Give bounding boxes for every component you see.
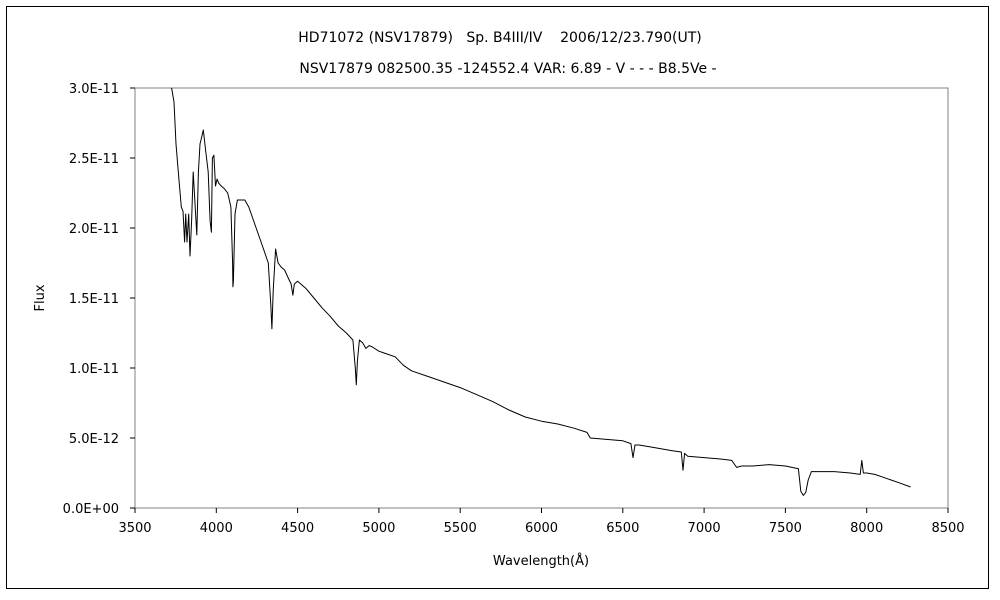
chart-frame xyxy=(6,6,989,589)
y-tick-label: 1.5E-11 xyxy=(69,292,119,307)
y-tick-label: 3.0E-11 xyxy=(69,82,119,97)
x-tick-label: 4500 xyxy=(281,521,314,536)
chart-title: HD71072 (NSV17879) Sp. B4III/IV 2006/12/… xyxy=(298,30,701,46)
x-tick-label: 8500 xyxy=(931,521,964,536)
y-tick-label: 5.0E-12 xyxy=(69,432,119,447)
x-tick-label: 7500 xyxy=(769,521,802,536)
x-tick-label: 6000 xyxy=(525,521,558,536)
y-tick-label: 2.5E-11 xyxy=(69,152,119,167)
x-tick-label: 4000 xyxy=(200,521,233,536)
y-tick-label: 2.0E-11 xyxy=(69,222,119,237)
x-tick-label: 6500 xyxy=(606,521,639,536)
x-tick-label: 7000 xyxy=(688,521,721,536)
chart-subtitle: NSV17879 082500.35 -124552.4 VAR: 6.89 -… xyxy=(299,61,716,77)
x-tick-label: 5500 xyxy=(444,521,477,536)
x-tick-label: 5000 xyxy=(362,521,395,536)
x-tick-label: 8000 xyxy=(850,521,883,536)
y-axis-label: Flux xyxy=(33,284,48,311)
flux-series-line xyxy=(171,87,911,496)
series-layer xyxy=(171,87,911,496)
plot-area xyxy=(134,87,949,509)
x-axis-ticks: 3500 4000 4500 5000 5500 6000 6500 7000 7500 8000… xyxy=(118,508,965,536)
x-axis-label: Wavelength(Å) xyxy=(493,553,589,569)
x-tick-label: 3500 xyxy=(118,521,151,536)
y-tick-label: 0.0E+00 xyxy=(63,502,119,517)
y-axis-ticks: 0.0E+00 5.0E-12 1.0E-11 1.5E-11 2.0E-11 2.5E-… xyxy=(63,82,135,517)
y-tick-label: 1.0E-11 xyxy=(69,362,119,377)
